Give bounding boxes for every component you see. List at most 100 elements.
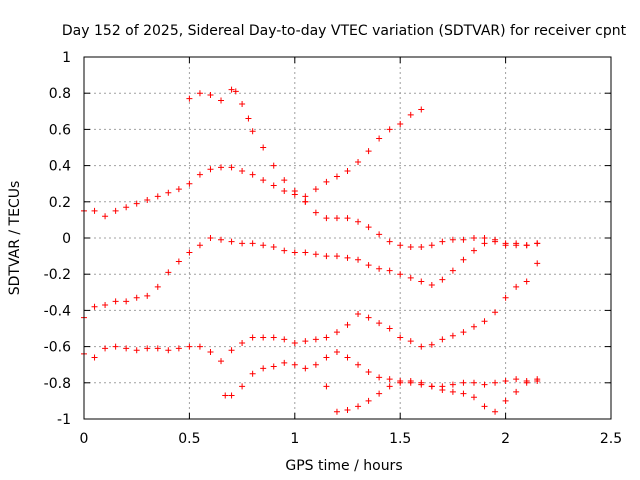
data-point [333,349,340,356]
data-point [175,258,182,265]
data-point [291,361,298,368]
data-point [249,334,256,341]
data-point [291,339,298,346]
data-point [365,368,372,375]
data-point [376,265,383,272]
data-point [333,408,340,415]
data-point [355,158,362,165]
data-point [397,242,404,249]
data-point [239,101,246,108]
data-point [165,269,172,276]
data-point [481,318,488,325]
data-point [249,171,256,178]
data-point [523,278,530,285]
data-markers [81,86,541,415]
data-point [460,256,467,263]
series-trace-1 [186,86,309,205]
x-tick-label: 2.5 [600,431,622,447]
data-point [386,383,393,390]
data-point [133,347,140,354]
data-point [249,240,256,247]
data-point [91,354,98,361]
data-point [312,209,319,216]
data-point [428,282,435,289]
data-point [386,238,393,245]
data-point [91,207,98,214]
data-point [270,162,277,169]
data-point [376,374,383,381]
data-point [144,196,151,203]
data-point [386,376,393,383]
data-point [218,236,225,243]
data-point [523,242,530,249]
data-point [245,115,252,122]
data-point [323,383,330,390]
data-point [492,309,499,316]
data-point [460,390,467,397]
data-point [439,276,446,283]
data-point [333,329,340,336]
data-point [232,88,239,95]
data-point [449,267,456,274]
data-point [186,343,193,350]
data-point [513,242,520,249]
data-point [218,164,225,171]
plot-frame [83,56,612,420]
data-point [397,271,404,278]
data-point [218,97,225,104]
data-point [333,173,340,180]
data-point [407,338,414,345]
y-axis-label: SDTVAR / TECUs [7,181,23,296]
data-point [175,186,182,193]
data-point [439,238,446,245]
data-point [133,200,140,207]
data-point [365,314,372,321]
data-point [449,381,456,388]
data-point [291,249,298,256]
data-point [302,338,309,345]
data-point [270,244,277,251]
data-point [386,325,393,332]
data-point [534,260,541,267]
data-point [428,341,435,348]
data-point [260,144,267,151]
x-tick-label: 1 [290,431,299,447]
series-trace-5 [81,260,541,365]
data-point [344,215,351,222]
data-point [260,177,267,184]
data-point [302,365,309,372]
data-point [365,262,372,269]
data-point [281,187,288,194]
data-point [270,182,277,189]
data-point [154,283,161,290]
series-trace-4 [81,235,541,321]
data-point [228,164,235,171]
y-tick-label: -0.8 [44,376,71,392]
data-point [222,392,229,399]
x-tick-label: 0.5 [178,431,200,447]
data-point [355,361,362,368]
y-tick-label: 0 [62,231,71,247]
data-point [397,120,404,127]
data-point [123,298,130,305]
data-point [291,191,298,198]
data-point [428,383,435,390]
data-point [196,90,203,97]
y-tick-label: -0.2 [44,267,71,283]
data-point [523,379,530,386]
data-point [470,247,477,254]
data-point [481,235,488,241]
y-tick-label: 0.4 [49,159,71,175]
data-point [534,240,541,247]
data-point [418,379,425,386]
data-point [228,238,235,245]
data-point [418,106,425,113]
data-point [470,379,477,386]
data-point [502,377,509,384]
data-point [249,128,256,135]
data-point [207,349,214,356]
data-point [144,345,151,352]
data-point [376,135,383,142]
data-point [344,321,351,328]
data-point [228,392,235,399]
